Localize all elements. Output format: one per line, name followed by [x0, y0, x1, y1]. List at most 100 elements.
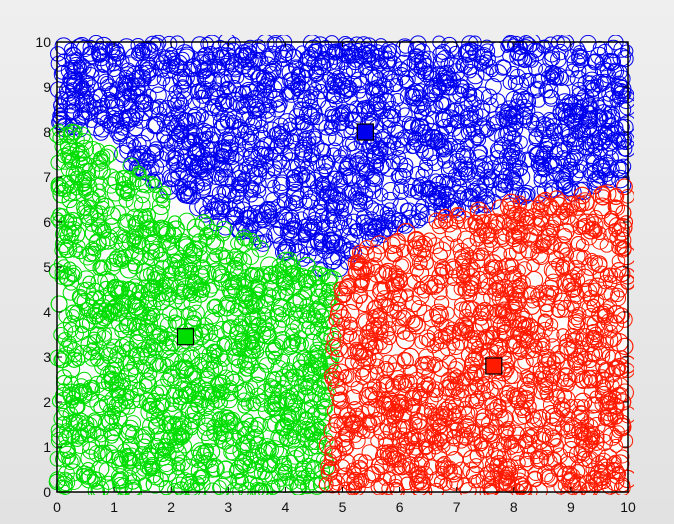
data-point	[120, 62, 137, 79]
data-point	[62, 232, 79, 249]
data-point	[148, 343, 163, 358]
data-point	[211, 58, 227, 74]
data-point	[544, 50, 561, 67]
data-point	[471, 99, 491, 119]
data-point	[222, 320, 237, 335]
data-point	[117, 393, 135, 410]
data-point	[599, 129, 616, 146]
data-point	[290, 81, 306, 96]
data-point	[162, 276, 179, 293]
data-point	[148, 74, 167, 93]
data-point	[251, 482, 269, 495]
data-point	[351, 106, 368, 123]
data-point	[69, 170, 85, 186]
data-point	[63, 375, 79, 391]
data-point	[220, 52, 239, 71]
data-point	[306, 265, 323, 282]
data-point	[377, 296, 394, 314]
data-point	[617, 141, 633, 157]
data-point	[583, 166, 600, 182]
data-point	[453, 170, 469, 186]
data-point	[371, 147, 389, 164]
data-point	[120, 447, 135, 462]
data-point	[94, 176, 108, 190]
data-point	[378, 50, 398, 70]
data-point	[257, 307, 272, 322]
data-point	[233, 252, 252, 271]
data-point	[188, 304, 205, 322]
data-point	[80, 470, 99, 489]
data-point	[282, 142, 301, 161]
data-point	[204, 312, 224, 332]
data-point	[152, 187, 168, 203]
data-point	[158, 223, 177, 241]
data-point	[93, 444, 113, 464]
data-point	[254, 458, 269, 473]
data-point	[147, 289, 166, 308]
data-point	[313, 420, 327, 434]
data-point	[372, 204, 390, 222]
data-point	[415, 124, 434, 143]
data-point	[512, 39, 528, 55]
data-point	[355, 185, 374, 204]
data-point	[254, 443, 274, 462]
data-point	[142, 243, 160, 261]
data-point	[362, 425, 376, 439]
data-point	[94, 36, 113, 56]
data-point	[215, 247, 229, 261]
data-point	[108, 422, 123, 437]
data-point	[140, 402, 160, 422]
data-point	[493, 156, 510, 173]
data-point	[147, 116, 166, 135]
data-point	[190, 265, 209, 285]
data-point	[510, 149, 526, 166]
data-point	[508, 242, 527, 261]
data-point	[307, 431, 326, 451]
data-point	[448, 153, 466, 171]
data-point	[153, 246, 169, 263]
data-point	[170, 476, 189, 495]
data-point	[103, 372, 122, 390]
data-point	[139, 64, 157, 82]
data-point	[157, 438, 175, 455]
data-point	[598, 126, 613, 141]
data-point	[168, 443, 187, 462]
data-point	[177, 112, 196, 131]
data-point	[252, 125, 269, 141]
data-point	[130, 38, 146, 53]
data-point	[391, 149, 406, 165]
data-point	[90, 352, 105, 367]
data-point	[572, 45, 587, 60]
data-point	[318, 326, 334, 342]
data-point	[268, 88, 287, 107]
data-point	[463, 217, 479, 233]
data-point	[232, 384, 248, 400]
data-point	[611, 169, 630, 189]
data-point	[141, 127, 155, 142]
data-point	[138, 392, 157, 411]
data-point	[230, 275, 246, 291]
data-point	[504, 130, 521, 147]
data-point	[102, 168, 120, 187]
data-point	[122, 384, 139, 401]
data-point	[235, 229, 253, 246]
data-point	[400, 58, 420, 78]
data-point	[114, 323, 130, 339]
data-point	[110, 99, 124, 113]
data-point	[132, 453, 149, 470]
data-point	[247, 420, 264, 437]
data-point	[201, 361, 220, 379]
data-point	[592, 100, 607, 114]
data-point	[371, 141, 389, 159]
data-point	[445, 120, 462, 137]
data-point	[139, 291, 157, 309]
data-point	[176, 185, 195, 204]
data-point	[238, 294, 254, 309]
data-point	[326, 147, 342, 163]
data-point	[210, 39, 229, 58]
data-point	[292, 470, 308, 486]
data-point	[124, 296, 142, 314]
data-point	[236, 339, 254, 358]
data-point	[326, 80, 340, 94]
data-point	[485, 116, 502, 132]
